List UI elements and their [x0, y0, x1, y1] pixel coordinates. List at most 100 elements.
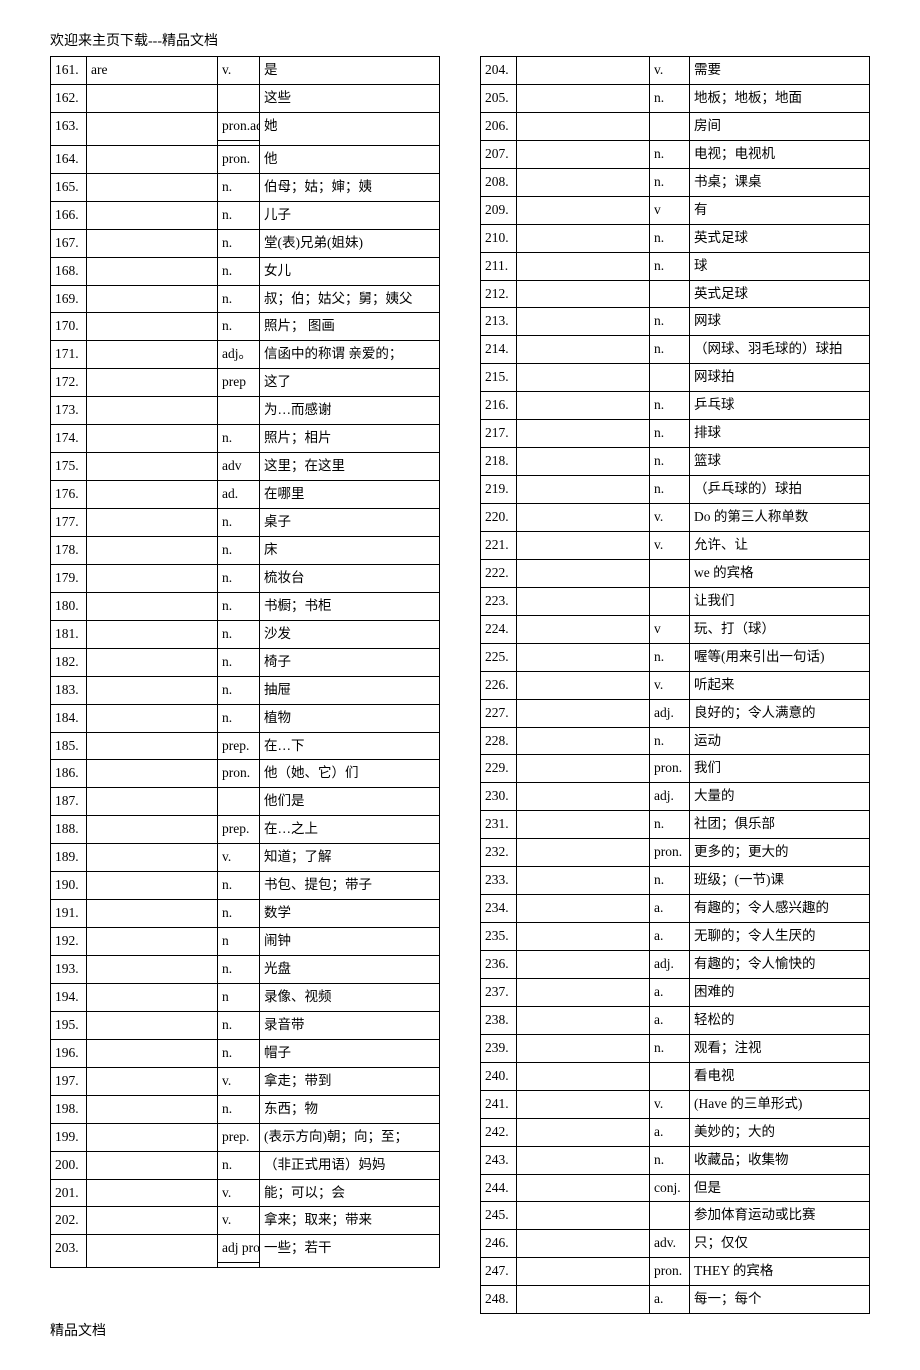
table-row: 200. n.（非正式用语）妈妈: [51, 1151, 440, 1179]
cell-pos: n.: [650, 140, 690, 168]
table-row: 220.v.Do 的第三人称单数: [481, 504, 870, 532]
cell-pos: prep.: [218, 732, 260, 760]
cell-word: [87, 145, 218, 173]
cell-def: 叔；伯；姑父；舅；姨父: [260, 285, 440, 313]
page-header: 欢迎来主页下载---精品文档: [50, 30, 870, 50]
cell-num: 213.: [481, 308, 517, 336]
cell-num: 212.: [481, 280, 517, 308]
cell-def: 英式足球: [690, 224, 870, 252]
cell-pos: pron.: [218, 760, 260, 788]
cell-word: [517, 1006, 650, 1034]
cell-num: 197.: [51, 1067, 87, 1095]
cell-def: 光盘: [260, 956, 440, 984]
cell-num: 182.: [51, 648, 87, 676]
cell-def: 伯母；姑；婶；姨: [260, 173, 440, 201]
cell-def: 这些: [260, 84, 440, 112]
cell-word: [87, 564, 218, 592]
cell-def: we 的宾格: [690, 559, 870, 587]
cell-def: 桌子: [260, 509, 440, 537]
cell-pos: n.: [650, 727, 690, 755]
table-row: 194.n录像、视频: [51, 983, 440, 1011]
vocab-table-left: 161.arev.是162.这些163.pron.adj她164.pron.他1…: [50, 56, 440, 1268]
cell-pos: n.: [650, 448, 690, 476]
cell-pos: adj。: [218, 341, 260, 369]
cell-pos: n.: [650, 1146, 690, 1174]
cell-num: 181.: [51, 620, 87, 648]
page-footer: 精品文档: [50, 1320, 870, 1340]
cell-word: [517, 615, 650, 643]
cell-word: [517, 587, 650, 615]
table-row: 208.n.书桌；课桌: [481, 168, 870, 196]
cell-def: 运动: [690, 727, 870, 755]
cell-pos: n.: [218, 285, 260, 313]
cell-num: 234.: [481, 895, 517, 923]
cell-num: 204.: [481, 57, 517, 85]
cell-num: 248.: [481, 1286, 517, 1314]
table-row: 163.pron.adj她: [51, 112, 440, 140]
cell-def: 书橱；书柜: [260, 592, 440, 620]
cell-num: 193.: [51, 956, 87, 984]
cell-word: [517, 308, 650, 336]
table-row: 173.为…而感谢: [51, 397, 440, 425]
cell-num: 165.: [51, 173, 87, 201]
cell-def: 社团；俱乐部: [690, 811, 870, 839]
cell-pos: [218, 84, 260, 112]
cell-num: 246.: [481, 1230, 517, 1258]
cell-word: [517, 643, 650, 671]
cell-word: [517, 867, 650, 895]
cell-num: 184.: [51, 704, 87, 732]
cell-word: [517, 727, 650, 755]
cell-pos: n.: [218, 257, 260, 285]
cell-num: 196.: [51, 1039, 87, 1067]
cell-num: 227.: [481, 699, 517, 727]
cell-num: 171.: [51, 341, 87, 369]
cell-word: [87, 397, 218, 425]
cell-pos: n.: [218, 1151, 260, 1179]
cell-pos: [650, 1062, 690, 1090]
cell-pos: prep.: [218, 1123, 260, 1151]
cell-num: 216.: [481, 392, 517, 420]
cell-num: 221.: [481, 531, 517, 559]
cell-num: 200.: [51, 1151, 87, 1179]
table-row: 222.we 的宾格: [481, 559, 870, 587]
table-row: 186.pron.他（她、它）们: [51, 760, 440, 788]
cell-num: 242.: [481, 1118, 517, 1146]
cell-word: [87, 1235, 218, 1268]
table-row: 242.a.美妙的；大的: [481, 1118, 870, 1146]
table-row: 195.n.录音带: [51, 1011, 440, 1039]
cell-def: 他们是: [260, 788, 440, 816]
cell-num: 187.: [51, 788, 87, 816]
cell-def: 喔等(用来引出一句话): [690, 643, 870, 671]
table-row: 164.pron.他: [51, 145, 440, 173]
cell-word: [87, 453, 218, 481]
cell-word: [517, 448, 650, 476]
table-row: 205.n.地板；地板；地面: [481, 84, 870, 112]
cell-def: 电视；电视机: [690, 140, 870, 168]
cell-num: 243.: [481, 1146, 517, 1174]
cell-num: 220.: [481, 504, 517, 532]
table-row: 171.adj。信函中的称谓 亲爱的；: [51, 341, 440, 369]
cell-word: [517, 783, 650, 811]
cell-num: 206.: [481, 112, 517, 140]
cell-pos: a.: [650, 923, 690, 951]
table-row: 169.n.叔；伯；姑父；舅；姨父: [51, 285, 440, 313]
cell-word: [517, 1146, 650, 1174]
table-row: 188.prep.在…之上: [51, 816, 440, 844]
cell-word: [87, 341, 218, 369]
cell-pos: v: [650, 196, 690, 224]
cell-def: 收藏品；收集物: [690, 1146, 870, 1174]
cell-word: [87, 928, 218, 956]
cell-word: [517, 1174, 650, 1202]
cell-def: （非正式用语）妈妈: [260, 1151, 440, 1179]
cell-word: [87, 229, 218, 257]
cell-pos: n.: [218, 1095, 260, 1123]
cell-num: 229.: [481, 755, 517, 783]
cell-pos: n.: [218, 956, 260, 984]
table-row: 224.v玩、打（球）: [481, 615, 870, 643]
table-row: 212.英式足球: [481, 280, 870, 308]
cell-def: 他: [260, 145, 440, 173]
cell-num: 218.: [481, 448, 517, 476]
cell-def: 能；可以；会: [260, 1179, 440, 1207]
cell-def: 更多的；更大的: [690, 839, 870, 867]
cell-def: 知道；了解: [260, 844, 440, 872]
